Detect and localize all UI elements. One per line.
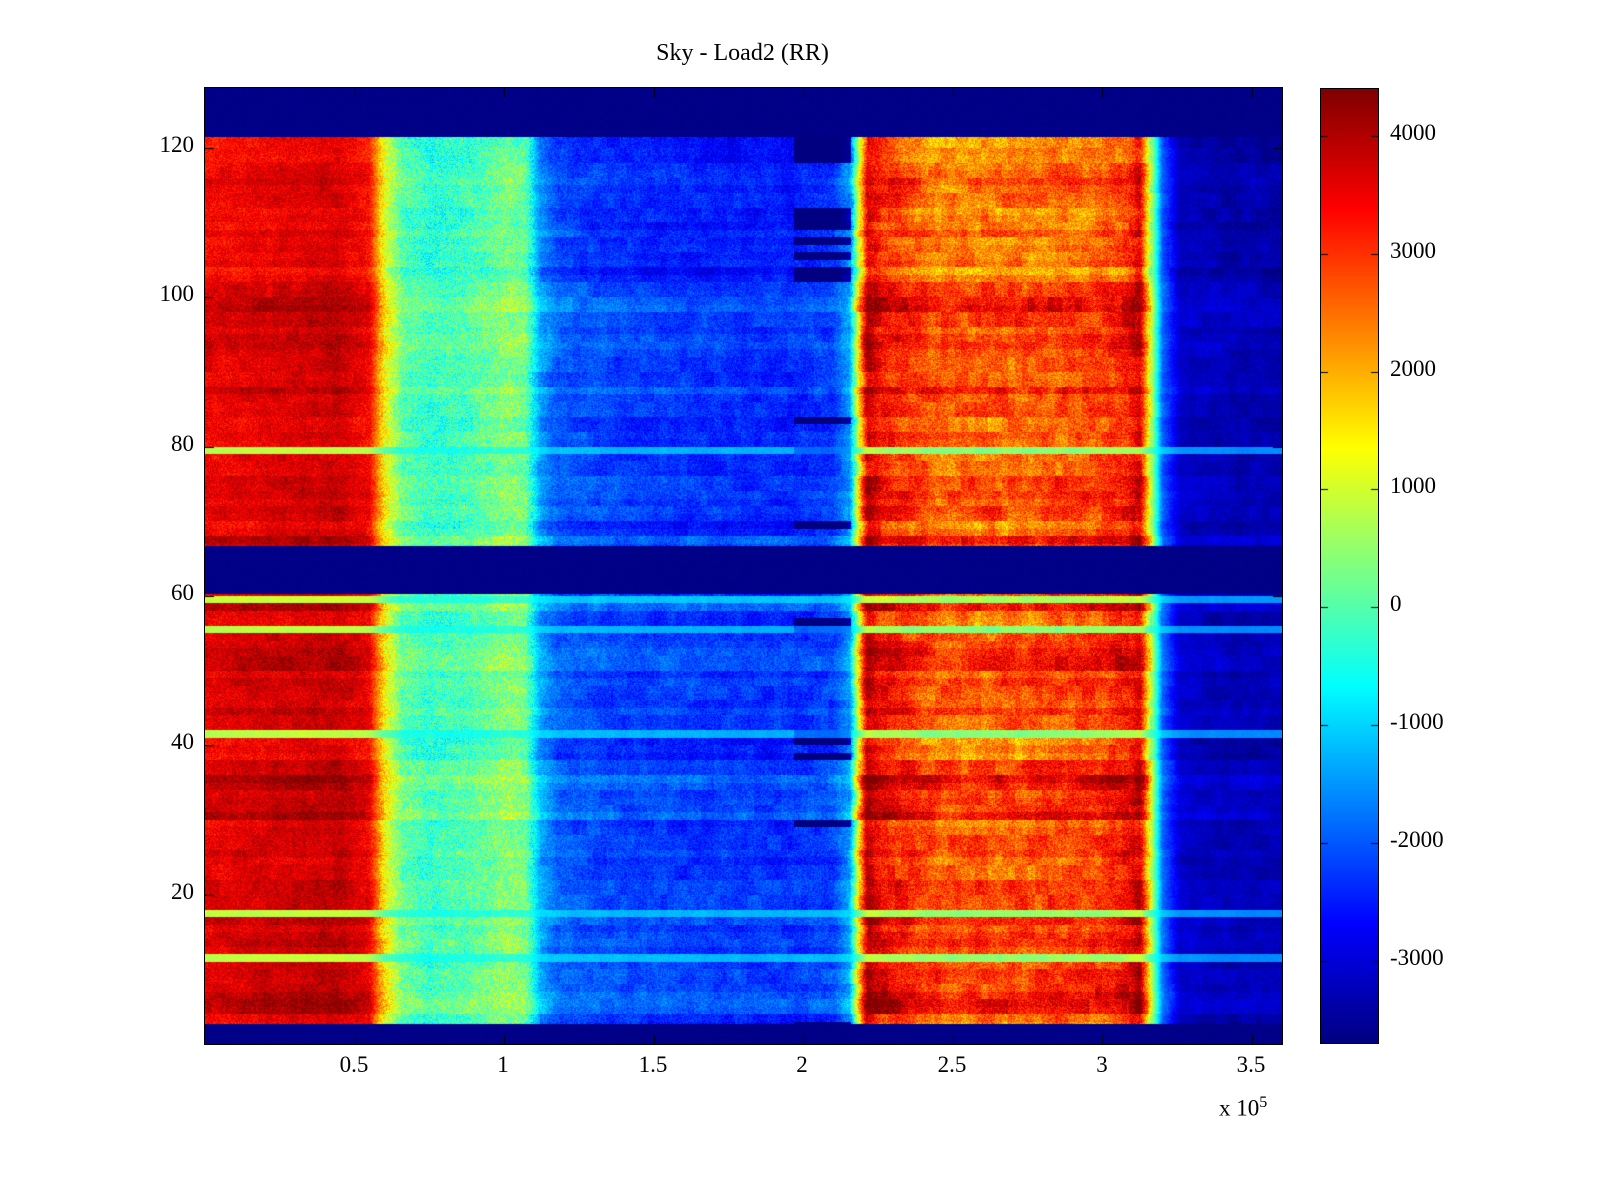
x-tick-label: 2.5 xyxy=(937,1052,967,1077)
colorbar-tick-label: 1000 xyxy=(1390,473,1436,498)
x-tick-label: 1 xyxy=(497,1052,509,1077)
colorbar-tick-label: -1000 xyxy=(1390,709,1444,734)
y-tick-label: 60 xyxy=(171,580,194,605)
x-tick-label: 0.5 xyxy=(339,1052,369,1077)
x-tick-label: 1.5 xyxy=(638,1052,668,1077)
colorbar-tick-label: -2000 xyxy=(1390,827,1444,852)
y-tick-label: 40 xyxy=(171,729,194,754)
y-tick-label: 100 xyxy=(159,281,195,306)
colorbar-tick-label: 3000 xyxy=(1390,238,1436,263)
x-axis-exponent: x 105 xyxy=(1219,1094,1267,1122)
colorbar-tick-label: 0 xyxy=(1390,591,1402,616)
chart-title: Sky - Load2 (RR) xyxy=(656,40,829,66)
x-axis-exponent-power: 5 xyxy=(1259,1094,1268,1111)
x-tick-label: 3.5 xyxy=(1236,1052,1266,1077)
heatmap-canvas xyxy=(204,87,1283,1045)
x-axis-exponent-mantissa: x 10 xyxy=(1219,1095,1260,1121)
colorbar-tick-label: 4000 xyxy=(1390,120,1436,145)
colorbar-canvas xyxy=(1320,88,1379,1044)
x-tick-label: 2 xyxy=(796,1052,808,1077)
y-tick-label: 20 xyxy=(171,879,194,904)
x-tick-label: 3 xyxy=(1096,1052,1108,1077)
colorbar-tick-label: -3000 xyxy=(1390,945,1444,970)
y-tick-label: 120 xyxy=(159,132,195,157)
y-tick-label: 80 xyxy=(171,431,194,456)
colorbar-tick-label: 2000 xyxy=(1390,356,1436,381)
